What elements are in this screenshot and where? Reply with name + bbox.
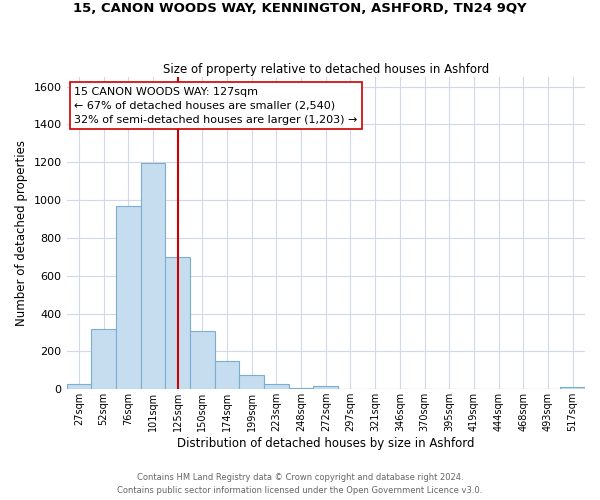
Bar [560, 388, 585, 389]
Bar [313, 386, 338, 389]
Bar [190, 330, 215, 389]
Bar [91, 328, 116, 389]
Text: 15 CANON WOODS WAY: 127sqm
← 67% of detached houses are smaller (2,540)
32% of s: 15 CANON WOODS WAY: 127sqm ← 67% of deta… [74, 86, 358, 124]
Bar [165, 257, 190, 389]
Title: Size of property relative to detached houses in Ashford: Size of property relative to detached ho… [163, 63, 489, 76]
Text: Contains HM Land Registry data © Crown copyright and database right 2024.
Contai: Contains HM Land Registry data © Crown c… [118, 474, 482, 495]
Bar [215, 361, 239, 389]
Bar [264, 384, 289, 389]
Text: 15, CANON WOODS WAY, KENNINGTON, ASHFORD, TN24 9QY: 15, CANON WOODS WAY, KENNINGTON, ASHFORD… [73, 2, 527, 16]
Bar [116, 206, 140, 389]
Bar [67, 384, 91, 389]
Bar [239, 375, 264, 389]
Y-axis label: Number of detached properties: Number of detached properties [15, 140, 28, 326]
Bar [289, 388, 313, 389]
Bar [140, 163, 165, 389]
X-axis label: Distribution of detached houses by size in Ashford: Distribution of detached houses by size … [177, 437, 475, 450]
